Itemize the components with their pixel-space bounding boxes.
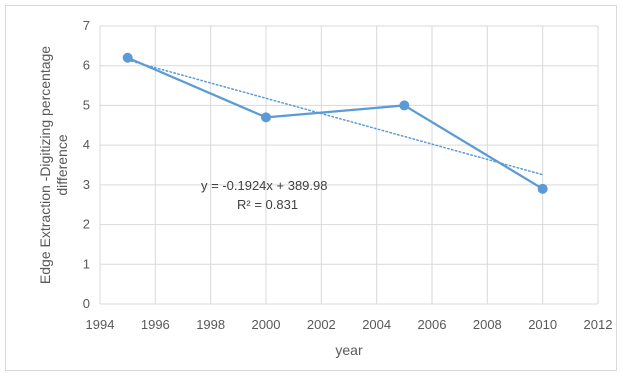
x-tick-label: 1998 <box>196 317 225 332</box>
grid <box>99 25 599 305</box>
x-axis-title: year <box>335 342 363 358</box>
data-point <box>261 112 271 123</box>
y-tick-label: 3 <box>83 177 90 192</box>
data-point <box>122 52 133 63</box>
trendline <box>126 59 544 176</box>
y-tick-label: 1 <box>83 256 90 271</box>
data-point <box>537 183 548 194</box>
x-tick-label: 2000 <box>252 317 281 332</box>
trendline-layer <box>126 59 544 176</box>
x-tick-label: 2004 <box>362 317 391 332</box>
y-tick-label: 6 <box>83 58 90 73</box>
x-tick-label: 1996 <box>141 317 170 332</box>
y-tick-label: 5 <box>83 97 90 112</box>
y-axis-title-line-2: difference <box>54 134 70 195</box>
y-tick-label: 4 <box>83 137 90 152</box>
data-point <box>399 100 410 111</box>
series-layer <box>122 52 548 194</box>
y-tick-label: 7 <box>83 18 90 33</box>
x-tick-label: 2010 <box>528 317 557 332</box>
x-tick-label: 2008 <box>473 317 502 332</box>
y-axis-title-line-1: Edge Extraction -Digitizing percentage <box>37 46 53 284</box>
y-tick-label: 0 <box>83 296 90 311</box>
x-tick-label: 2002 <box>307 317 336 332</box>
x-tick-label: 1994 <box>86 317 115 332</box>
x-tick-label: 2006 <box>418 317 447 332</box>
trendline-equation: y = -0.1924x + 389.98 <box>201 178 327 193</box>
tick-labels: 0 1 2 3 4 5 6 7 1994 1996 1998 2000 2002 2004 2006 2008… <box>83 18 613 332</box>
x-tick-label: 2012 <box>584 317 613 332</box>
series-line <box>127 56 544 190</box>
trendline-r-squared: R² = 0.831 <box>237 197 298 212</box>
y-tick-label: 2 <box>83 217 90 232</box>
